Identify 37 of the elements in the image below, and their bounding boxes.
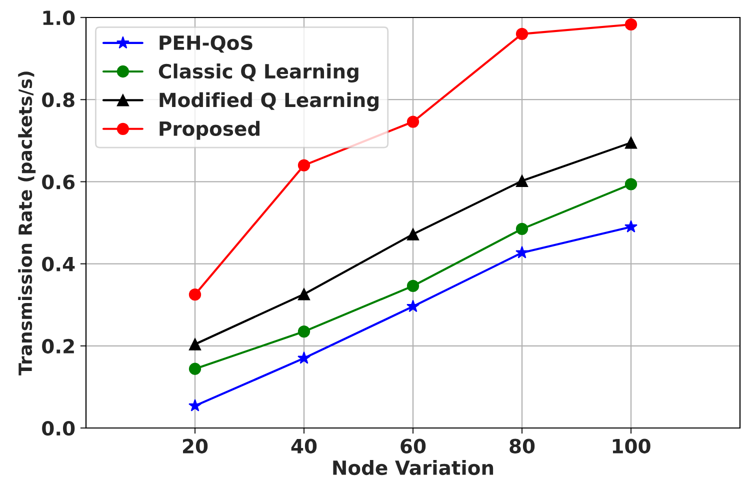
legend-label: Proposed [160, 120, 260, 140]
point [298, 159, 310, 172]
legend-label: PEH-QoS [160, 35, 252, 53]
point [188, 362, 202, 375]
point [406, 116, 420, 128]
x-tick-label: 60 [400, 438, 426, 454]
x-tick-label: 100 [612, 438, 650, 454]
point [188, 399, 202, 412]
point [298, 325, 310, 338]
x-tick-label: 80 [510, 438, 535, 454]
point [406, 280, 420, 292]
point [516, 28, 528, 40]
y-tick-label: 0.8 [42, 92, 74, 108]
point [188, 338, 202, 350]
x-tick-label: 40 [291, 438, 317, 454]
legend-label: Modified Q Learning [160, 92, 378, 112]
point [406, 228, 420, 240]
legend-label: Classic Q Learning [158, 64, 358, 83]
point [624, 18, 638, 31]
y-tick-label: 0.0 [42, 420, 75, 436]
y-tick-label: 1.0 [43, 10, 75, 26]
point [516, 222, 528, 235]
x-axis-title: Node Variation [333, 460, 494, 476]
y-axis-title: Transmission Rate (packets/s) [18, 72, 36, 376]
point [298, 288, 310, 300]
point [516, 174, 528, 187]
point [624, 136, 638, 149]
y-tick-label: 0.6 [42, 174, 75, 190]
y-tick-label: 0.2 [42, 338, 74, 354]
point [406, 300, 420, 312]
point [516, 246, 528, 258]
point [298, 351, 310, 364]
y-tick-label: 0.4 [42, 256, 75, 272]
point [188, 288, 202, 301]
point [624, 220, 638, 232]
x-tick-label: 20 [183, 438, 208, 454]
point [624, 178, 638, 190]
